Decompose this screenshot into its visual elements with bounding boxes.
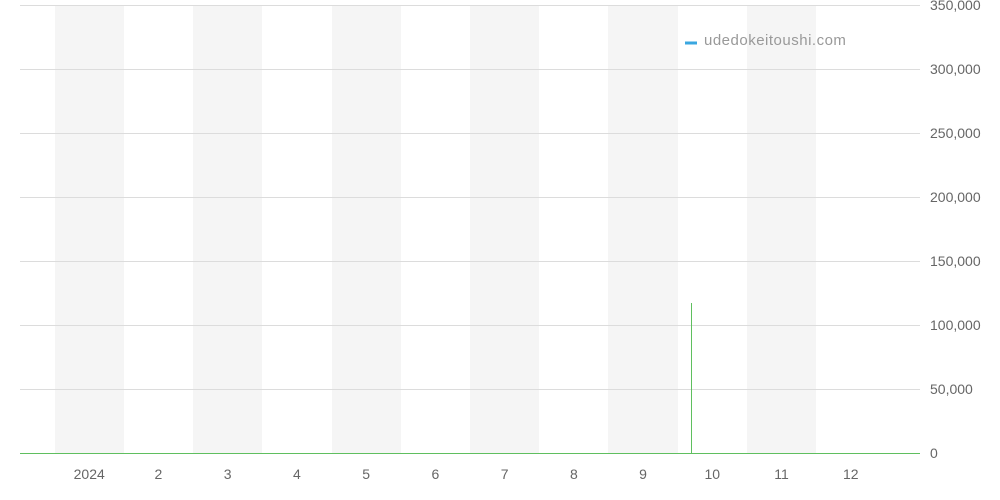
plot-band — [401, 5, 470, 453]
plot-band — [193, 5, 262, 453]
y-tick-label: 150,000 — [930, 253, 1000, 269]
y-tick-label: 350,000 — [930, 0, 1000, 13]
plot-band — [55, 5, 124, 453]
data-point — [685, 42, 697, 45]
x-tick-label: 4 — [293, 466, 301, 482]
y-tick-label: 250,000 — [930, 125, 1000, 141]
x-tick-label: 5 — [362, 466, 370, 482]
baseline — [20, 453, 920, 454]
y-tick-label: 300,000 — [930, 61, 1000, 77]
x-tick-label: 9 — [639, 466, 647, 482]
gridline — [20, 5, 920, 6]
plot-band — [608, 5, 677, 453]
x-tick-label: 11 — [774, 466, 789, 482]
x-tick-label: 6 — [431, 466, 439, 482]
y-tick-label: 100,000 — [930, 317, 1000, 333]
watermark-text: udedokeitoushi.com — [704, 32, 846, 49]
gridline — [20, 261, 920, 262]
gridline — [20, 197, 920, 198]
data-bar — [691, 303, 692, 453]
plot-band — [816, 5, 885, 453]
plot-band — [747, 5, 816, 453]
y-tick-label: 50,000 — [930, 381, 1000, 397]
plot-band — [262, 5, 331, 453]
plot-band — [124, 5, 193, 453]
x-tick-label: 10 — [705, 466, 721, 482]
plot-band — [470, 5, 539, 453]
plot-band — [678, 5, 747, 453]
plot-band — [332, 5, 401, 453]
x-tick-label: 7 — [501, 466, 509, 482]
gridline — [20, 69, 920, 70]
plot-area — [20, 5, 920, 453]
y-tick-label: 0 — [930, 445, 1000, 461]
gridline — [20, 389, 920, 390]
x-tick-label: 8 — [570, 466, 578, 482]
x-tick-label: 2024 — [74, 466, 105, 482]
gridline — [20, 133, 920, 134]
plot-band — [539, 5, 608, 453]
x-tick-label: 3 — [224, 466, 232, 482]
x-tick-label: 2 — [155, 466, 163, 482]
gridline — [20, 325, 920, 326]
chart-container: 0 50,000 100,000 150,000 200,000 250,000 300,0… — [0, 0, 1000, 500]
y-tick-label: 200,000 — [930, 189, 1000, 205]
x-tick-label: 12 — [843, 466, 859, 482]
